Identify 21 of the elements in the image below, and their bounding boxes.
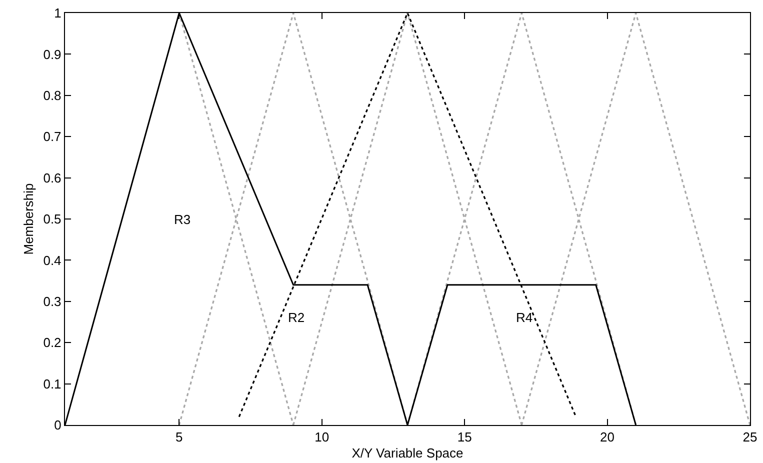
annotation: R3 xyxy=(174,212,191,227)
annotation: R4 xyxy=(516,310,533,325)
y-tick-label: 0.9 xyxy=(43,46,62,62)
y-tick-label: 0.8 xyxy=(43,88,62,103)
y-tick-label: 1 xyxy=(54,6,62,21)
y-tick-label: 0.3 xyxy=(43,294,62,309)
x-tick-label: 20 xyxy=(600,430,615,445)
y-tick-label: 0 xyxy=(54,418,62,433)
x-tick-label: 10 xyxy=(314,430,330,445)
y-tick-label: 0.7 xyxy=(43,129,62,144)
annotation: R2 xyxy=(288,310,305,325)
y-tick-label: 0.5 xyxy=(43,212,62,227)
y-axis-title: Membership xyxy=(21,183,36,255)
x-tick-label: 25 xyxy=(742,430,758,445)
y-tick-label: 0.4 xyxy=(43,252,62,268)
y-tick-label: 0.6 xyxy=(43,170,62,186)
x-tick-label: 15 xyxy=(457,430,472,445)
y-tick-label: 0.2 xyxy=(43,335,62,350)
x-tick-label: 5 xyxy=(176,430,183,445)
x-axis-title: X/Y Variable Space xyxy=(352,445,464,460)
y-tick-label: 0.1 xyxy=(43,376,62,392)
